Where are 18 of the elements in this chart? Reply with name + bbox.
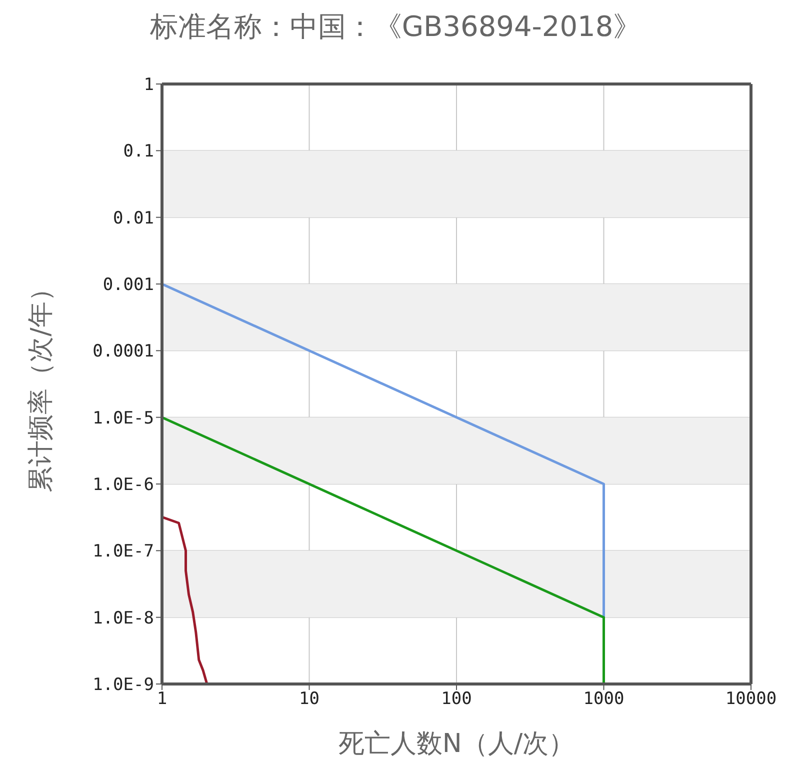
y-tick-label: 0.01 [113, 208, 154, 228]
y-tick-label: 1.0E-8 [92, 608, 154, 628]
x-tick-label: 100 [441, 689, 472, 710]
x-tick-label: 1000 [583, 689, 624, 710]
y-tick-label: 1 [144, 75, 154, 96]
y-tick-label: 0.1 [123, 142, 154, 162]
y-tick-label: 0.0001 [92, 342, 154, 362]
y-tick-label: 0.001 [102, 275, 154, 296]
x-tick-label: 1 [156, 689, 168, 710]
y-axis-title: 累计频率（次/年） [26, 276, 56, 492]
y-tick-label: 1.0E-6 [92, 475, 154, 496]
x-tick-label: 10 [299, 689, 320, 710]
y-tick-label: 1.0E-9 [92, 675, 154, 696]
y-tick-label: 1.0E-7 [92, 542, 154, 562]
chart-title: 标准名称：中国：《GB36894-2018》 [148, 9, 642, 45]
x-tick-label: 10000 [725, 689, 777, 710]
y-tick-label: 1.0E-5 [92, 408, 154, 428]
x-axis-title: 死亡人数N（人/次） [338, 729, 575, 759]
